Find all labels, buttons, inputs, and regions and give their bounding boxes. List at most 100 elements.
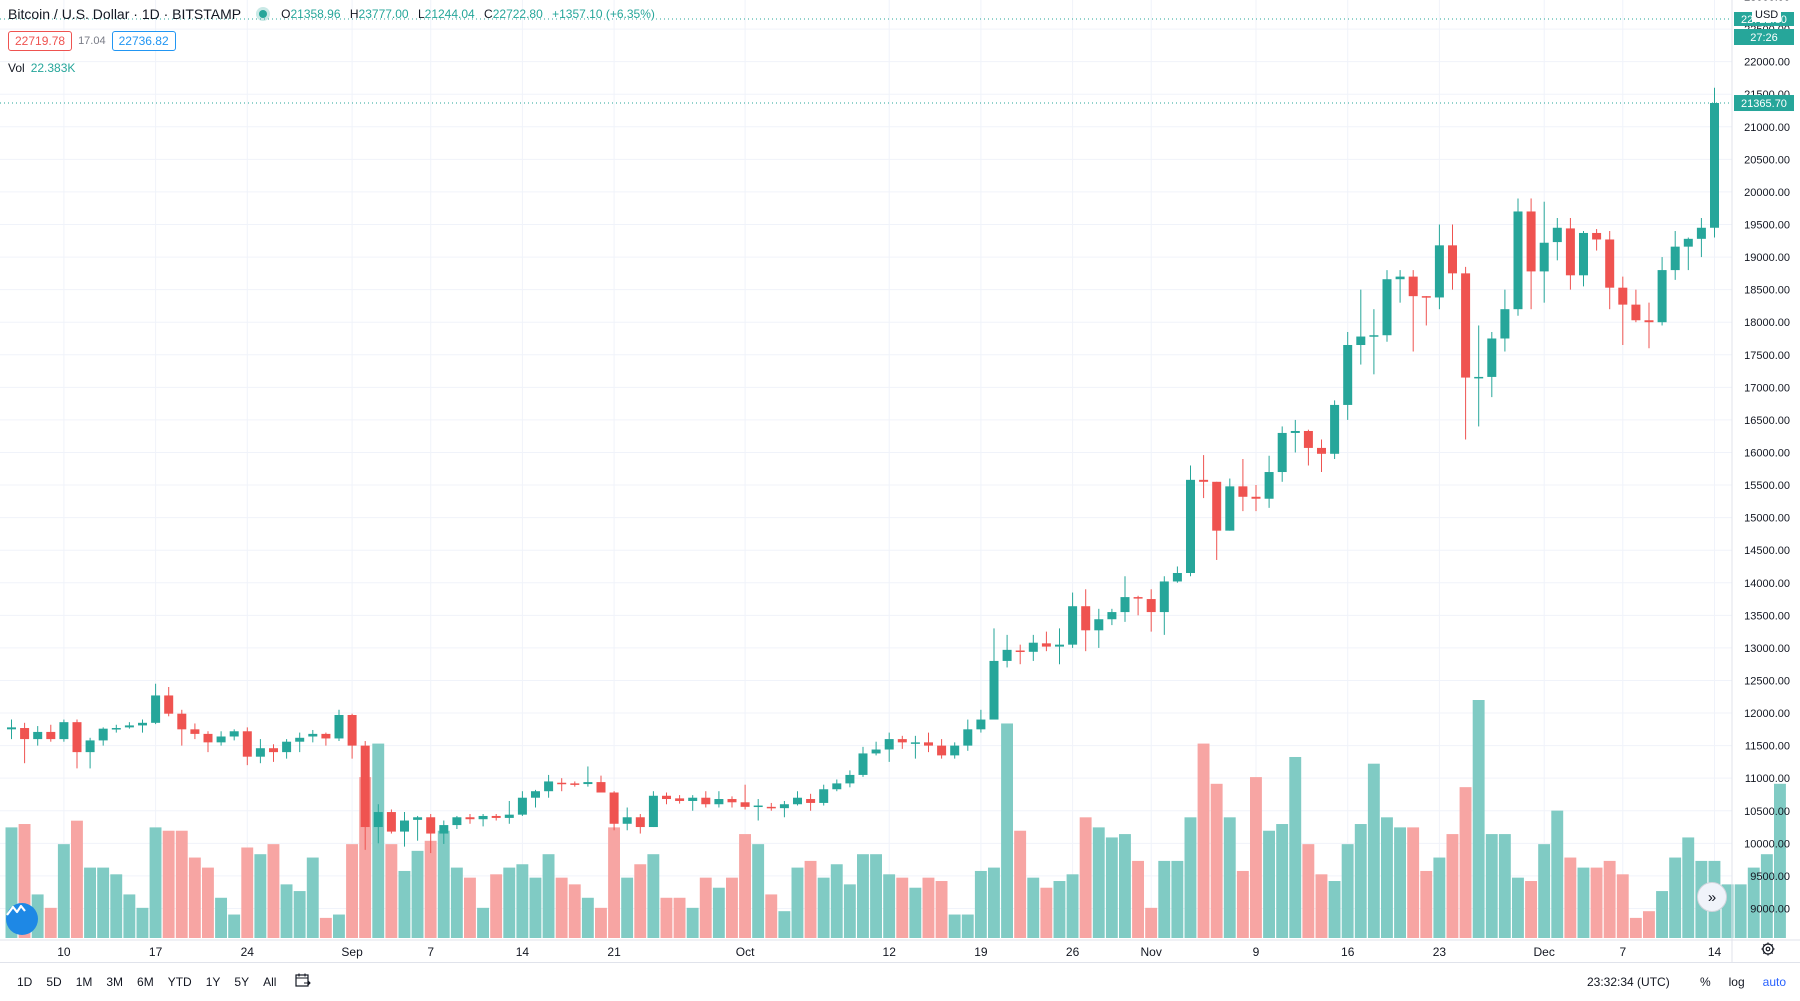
tradingview-logo-icon[interactable] xyxy=(6,903,38,935)
candle xyxy=(439,820,449,844)
candle-body xyxy=(779,804,789,809)
utc-clock[interactable]: 23:32:34 (UTC) xyxy=(1587,975,1670,989)
candle xyxy=(1264,455,1274,508)
candle-body xyxy=(1172,572,1182,582)
x-tick-label: 21 xyxy=(607,945,621,959)
candle-body xyxy=(871,749,881,754)
candle-body xyxy=(1513,211,1523,310)
candle xyxy=(596,775,606,793)
volume-legend[interactable]: Vol 22.383K xyxy=(8,61,75,75)
candle-body xyxy=(124,725,134,728)
y-tick-label: 18000.00 xyxy=(1744,317,1790,329)
range-button-5y[interactable]: 5Y xyxy=(234,975,250,989)
high-value: 23777.00 xyxy=(358,7,409,21)
candle xyxy=(138,719,147,733)
candle xyxy=(190,723,200,740)
candle-body xyxy=(596,782,606,793)
candle-body xyxy=(766,806,776,809)
candle-body xyxy=(1382,279,1392,336)
volume-bar xyxy=(1302,844,1315,938)
candle-body xyxy=(229,731,239,737)
y-tick-label: 16500.00 xyxy=(1744,415,1790,427)
candle-body xyxy=(1487,338,1497,377)
buy-button[interactable]: 22736.82 xyxy=(111,31,176,51)
candle xyxy=(531,789,540,808)
price-axis: 9000.00 9500.00 10000.00 10500.00 11000.00 11… xyxy=(1731,0,1790,962)
candle xyxy=(203,731,213,753)
percent-scale-toggle[interactable]: % xyxy=(1699,975,1711,989)
candle xyxy=(635,814,645,834)
candle xyxy=(753,799,763,821)
candle-body xyxy=(1238,486,1248,497)
volume-bar xyxy=(1472,700,1485,938)
candle xyxy=(1421,296,1431,326)
sell-button[interactable]: 22719.78 xyxy=(8,31,73,51)
candle-body xyxy=(1264,472,1274,499)
candle xyxy=(806,793,816,811)
candle-body xyxy=(1408,276,1418,297)
range-button-all[interactable]: All xyxy=(263,975,277,989)
volume-bar xyxy=(699,877,712,938)
candle xyxy=(976,709,986,733)
goto-date-icon[interactable] xyxy=(295,973,311,987)
candle xyxy=(1579,231,1588,287)
candle-body xyxy=(845,774,855,784)
volume-bar xyxy=(280,884,293,938)
volume-bar xyxy=(398,870,411,938)
candle xyxy=(255,739,265,764)
candles xyxy=(7,87,1719,854)
currency-label[interactable]: USD xyxy=(1752,8,1782,22)
candle xyxy=(347,713,357,759)
range-button-3m[interactable]: 3M xyxy=(106,975,124,989)
candle xyxy=(478,814,488,827)
candle xyxy=(111,724,121,733)
y-tick-label: 21000.00 xyxy=(1744,122,1790,134)
candle-body xyxy=(1526,211,1536,272)
range-button-1y[interactable]: 1Y xyxy=(205,975,221,989)
candle-body xyxy=(1277,432,1287,473)
scroll-to-realtime-button[interactable]: » xyxy=(1697,882,1727,912)
candle xyxy=(504,800,514,824)
candle xyxy=(688,795,698,811)
log-scale-toggle[interactable]: log xyxy=(1728,975,1745,989)
volume-bar xyxy=(673,897,686,938)
settings-gear-icon[interactable] xyxy=(1760,941,1776,957)
volume-bar xyxy=(149,827,162,938)
candle-body xyxy=(937,745,947,756)
candle xyxy=(897,735,907,749)
range-button-1d[interactable]: 1D xyxy=(17,975,33,989)
auto-scale-toggle[interactable]: auto xyxy=(1762,975,1786,989)
volume-bar xyxy=(1381,817,1393,938)
candle xyxy=(1133,595,1143,616)
candle-body xyxy=(1696,227,1706,239)
candle xyxy=(1303,429,1313,466)
volume-bar xyxy=(1354,824,1367,938)
range-button-6m[interactable]: 6M xyxy=(137,975,154,989)
volume-bar xyxy=(1158,860,1171,938)
candle-body xyxy=(295,737,305,742)
candle-body xyxy=(924,742,933,746)
symbol-title[interactable]: Bitcoin / U.S. Dollar · 1D · BITSTAMP xyxy=(8,6,242,22)
candle xyxy=(1408,270,1418,352)
y-tick-label: 15500.00 xyxy=(1744,480,1790,492)
candle-body xyxy=(1081,606,1091,631)
candle xyxy=(1199,455,1209,499)
countdown-tag xyxy=(1734,29,1794,45)
volume-bar xyxy=(660,897,673,938)
range-button-ytd[interactable]: YTD xyxy=(167,975,192,989)
volume-bar xyxy=(739,834,751,938)
y-tick-label: 13000.00 xyxy=(1744,643,1790,655)
y-tick-label: 20500.00 xyxy=(1744,154,1790,166)
volume-bar xyxy=(935,881,948,938)
volume-bar xyxy=(830,864,843,938)
range-button-5d[interactable]: 5D xyxy=(46,975,62,989)
volume-bar xyxy=(1132,860,1144,938)
candle-body xyxy=(517,797,527,815)
volume-bar xyxy=(1420,870,1433,938)
x-tick-label: 14 xyxy=(1708,945,1722,959)
candle xyxy=(924,732,933,753)
candle-body xyxy=(675,798,685,801)
range-button-1m[interactable]: 1M xyxy=(75,975,93,989)
